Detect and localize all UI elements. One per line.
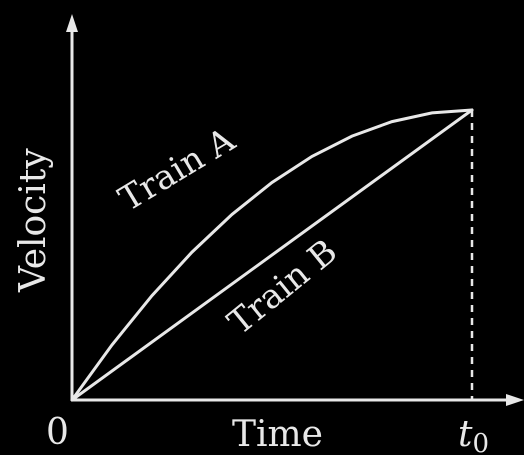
train-a-curve [70, 108, 474, 402]
train-a-label: Train A [112, 120, 242, 220]
y-axis-label: Velocity [13, 148, 54, 293]
origin-label: 0 [46, 412, 69, 453]
t0-label-subscript: 0 [472, 429, 489, 455]
t0-label-main: t [458, 414, 473, 455]
x-axis-label: Time [232, 414, 323, 455]
x-axis-arrowhead [506, 394, 524, 406]
y-axis-arrowhead [66, 14, 78, 32]
train-b-line [70, 108, 474, 402]
t0-label: t0 [458, 414, 489, 455]
